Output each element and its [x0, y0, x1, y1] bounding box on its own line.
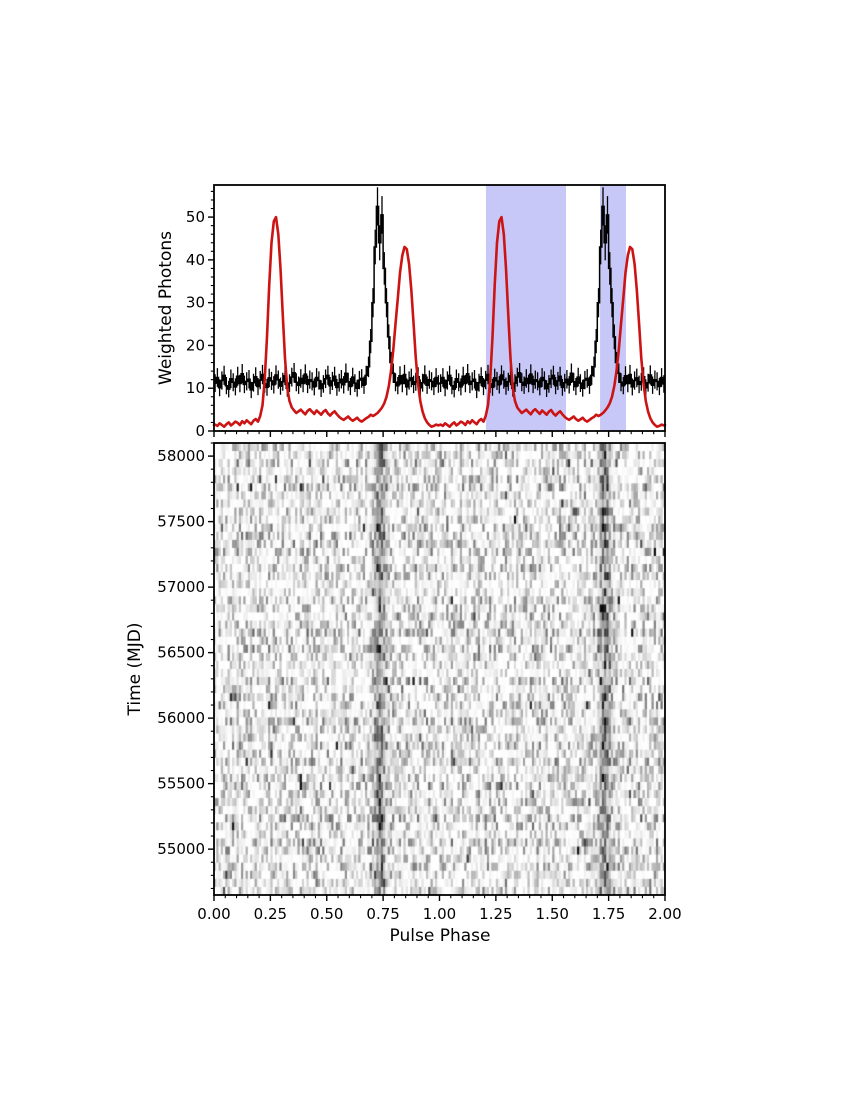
svg-text:55500: 55500: [157, 775, 205, 793]
svg-text:50: 50: [186, 208, 205, 226]
svg-text:56000: 56000: [157, 709, 205, 727]
svg-text:10: 10: [186, 379, 205, 397]
svg-text:1.25: 1.25: [479, 905, 512, 923]
svg-text:0.75: 0.75: [366, 905, 399, 923]
svg-text:20: 20: [186, 336, 205, 354]
svg-text:55000: 55000: [157, 840, 205, 858]
svg-text:0: 0: [195, 422, 205, 440]
axes-and-ticks: 0 10 20 30 40 50 55000 55500 56000 56500 57000 5750…: [157, 184, 682, 923]
svg-text:56500: 56500: [157, 644, 205, 662]
pulse-profile-series: [212, 187, 667, 429]
svg-text:57500: 57500: [157, 513, 205, 531]
svg-text:30: 30: [186, 294, 205, 312]
svg-text:1.00: 1.00: [423, 905, 456, 923]
svg-text:2.00: 2.00: [648, 905, 681, 923]
phaseogram-x-axis-label: Pulse Phase: [390, 926, 491, 946]
svg-text:1.50: 1.50: [536, 905, 569, 923]
svg-text:57000: 57000: [157, 578, 205, 596]
phaseogram-y-axis-label: Time (MJD): [125, 622, 145, 716]
svg-text:0.00: 0.00: [197, 905, 230, 923]
svg-text:0.25: 0.25: [254, 905, 287, 923]
profile-y-axis-label: Weighted Photons: [156, 231, 176, 385]
svg-text:58000: 58000: [157, 447, 205, 465]
phaseogram-heatmap: [214, 443, 665, 895]
svg-text:40: 40: [186, 251, 205, 269]
svg-text:1.75: 1.75: [592, 905, 625, 923]
svg-text:0.50: 0.50: [310, 905, 343, 923]
